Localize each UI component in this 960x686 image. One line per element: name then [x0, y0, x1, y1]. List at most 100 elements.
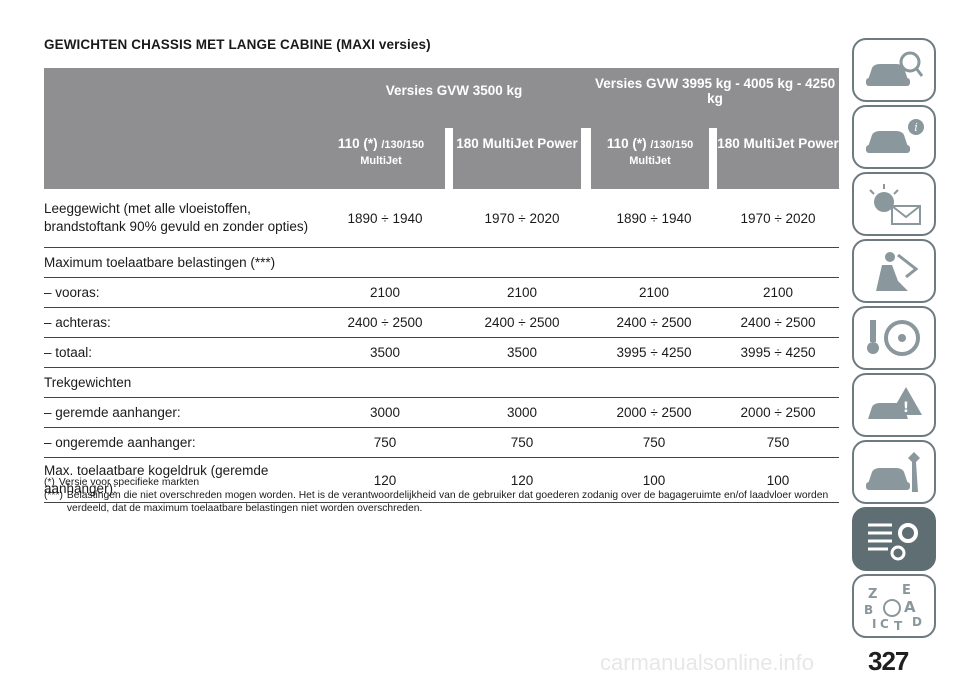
table-row: – geremde aanhanger: 3000 3000 2000 ÷ 2500 2… [44, 397, 840, 428]
engine-sub2: MultiJet [360, 155, 402, 167]
seat-airbag-icon[interactable] [852, 239, 936, 303]
row-value: 1890 ÷ 1940 [317, 189, 453, 248]
svg-text:A: A [904, 598, 916, 616]
table-row: – vooras: 2100 2100 2100 2100 [44, 277, 840, 308]
row-value [717, 247, 840, 278]
row-value: 120 [453, 457, 592, 503]
table-row: Leeggewicht (met alle vloeistoffen, bran… [44, 189, 840, 248]
header-group-3995: Versies GVW 3995 kg - 4005 kg - 4250 kg [591, 68, 840, 128]
row-value: 1970 ÷ 2020 [453, 189, 592, 248]
row-value: 1970 ÷ 2020 [717, 189, 840, 248]
footnote-key: (*) [44, 477, 55, 488]
footnote-text: Belastingen die niet overschreden mogen … [66, 490, 829, 514]
row-value: 3500 [453, 337, 592, 368]
engine-label: 110 (*) [606, 136, 651, 151]
row-value: 750 [591, 427, 718, 458]
header-row-engines: 110 (*) /130/150 MultiJet 180 MultiJet Po… [44, 128, 840, 189]
footnotes: (*) Versie voor specifieke markten (***) B… [44, 476, 844, 515]
row-label: Maximum toelaatbare belastingen (***) [44, 247, 317, 278]
header-col-110-a: 110 (*) /130/150 MultiJet [317, 128, 445, 189]
table-row: – ongeremde aanhanger: 750 750 750 750 [44, 427, 840, 458]
row-value [453, 247, 592, 278]
car-wrench-icon[interactable] [852, 440, 936, 504]
row-value: 100 [717, 457, 840, 503]
row-value: 2100 [717, 277, 840, 308]
header-col-180-b: 180 MultiJet Power [717, 128, 840, 189]
footnote-key: (***) [44, 490, 63, 501]
row-value: 2000 ÷ 2500 [717, 397, 840, 428]
header-col-180-a: 180 MultiJet Power [453, 128, 581, 189]
watermark: carmanualsonline.info [600, 650, 815, 675]
row-value: 750 [717, 427, 840, 458]
row-value [591, 247, 718, 278]
footnote-text: Versie voor specifieke markten [58, 477, 200, 488]
row-value: 2400 ÷ 2500 [717, 307, 840, 338]
row-value: 100 [591, 457, 718, 503]
header-group-3500: Versies GVW 3500 kg [317, 68, 592, 128]
row-value: 2100 [317, 277, 453, 308]
car-crash-warning-icon[interactable]: ! [852, 373, 936, 437]
svg-text:i: i [914, 121, 918, 134]
row-value: 1890 ÷ 1940 [591, 189, 718, 248]
row-value [317, 247, 453, 278]
svg-text:Z: Z [868, 587, 877, 602]
row-value: 3500 [317, 337, 453, 368]
page-number: 327 [868, 646, 909, 676]
row-label: – vooras: [44, 277, 317, 308]
engine-sub: /130/150 [381, 139, 425, 151]
row-value: 3995 ÷ 4250 [717, 337, 840, 368]
row-value: 750 [317, 427, 453, 458]
engine-label: 110 (*) [337, 136, 382, 151]
row-value: 2100 [453, 277, 592, 308]
row-value: 2400 ÷ 2500 [453, 307, 592, 338]
svg-text:!: ! [903, 400, 909, 416]
svg-text:D: D [912, 615, 922, 629]
row-value: 3995 ÷ 4250 [591, 337, 718, 368]
specifications-gear-icon[interactable] [852, 507, 936, 571]
row-label: Trekgewichten [44, 367, 317, 398]
table-row: – totaal: 3500 3500 3995 ÷ 4250 3995 ÷ 4250 [44, 337, 840, 368]
svg-text:E: E [902, 583, 911, 598]
svg-text:I: I [872, 617, 876, 631]
car-info-icon[interactable]: i [852, 105, 936, 169]
row-value: 2100 [591, 277, 718, 308]
row-value: 750 [453, 427, 592, 458]
row-value [317, 367, 453, 398]
car-search-icon[interactable] [852, 38, 936, 102]
row-value [717, 367, 840, 398]
svg-text:C: C [880, 617, 889, 631]
footnote: (***) Belastingen die niet overschreden m… [44, 489, 844, 515]
row-label: Max. toelaatbare kogeldruk (geremde aanh… [44, 457, 317, 503]
row-label: – ongeremde aanhanger: [44, 427, 317, 458]
table-row: – achteras: 2400 ÷ 2500 2400 ÷ 2500 2400 ÷ … [44, 307, 840, 338]
header-corner [44, 68, 317, 128]
header-row-groups: Versies GVW 3500 kg Versies GVW 3995 kg … [44, 68, 840, 128]
footnote: (*) Versie voor specifieke markten [44, 476, 844, 489]
row-value [591, 367, 718, 398]
table-row: Maximum toelaatbare belastingen (***) [44, 247, 840, 278]
engine-sub2: MultiJet [629, 155, 671, 167]
weights-table: Versies GVW 3500 kg Versies GVW 3995 kg … [44, 68, 840, 503]
svg-text:T: T [894, 619, 903, 632]
header-corner-2 [44, 128, 317, 189]
engine-sub: /130/150 [650, 139, 694, 151]
row-label: – geremde aanhanger: [44, 397, 317, 428]
table-row: Trekgewichten [44, 367, 840, 398]
svg-text:B: B [864, 603, 873, 617]
row-value: 3000 [453, 397, 592, 428]
page-title: GEWICHTEN CHASSIS MET LANGE CABINE (MAXI… [44, 37, 431, 52]
table-row: Max. toelaatbare kogeldruk (geremde aanh… [44, 457, 840, 503]
row-label: – achteras: [44, 307, 317, 338]
row-value: 3000 [317, 397, 453, 428]
row-value: 2400 ÷ 2500 [317, 307, 453, 338]
row-label: – totaal: [44, 337, 317, 368]
header-col-110-b: 110 (*) /130/150 MultiJet [591, 128, 710, 189]
row-value [453, 367, 592, 398]
row-label: Leeggewicht (met alle vloeistoffen, bran… [44, 189, 317, 248]
warning-light-mail-icon[interactable] [852, 172, 936, 236]
row-value: 2000 ÷ 2500 [591, 397, 718, 428]
row-value: 2400 ÷ 2500 [591, 307, 718, 338]
row-value: 120 [317, 457, 453, 503]
steering-wheel-key-icon[interactable] [852, 306, 936, 370]
